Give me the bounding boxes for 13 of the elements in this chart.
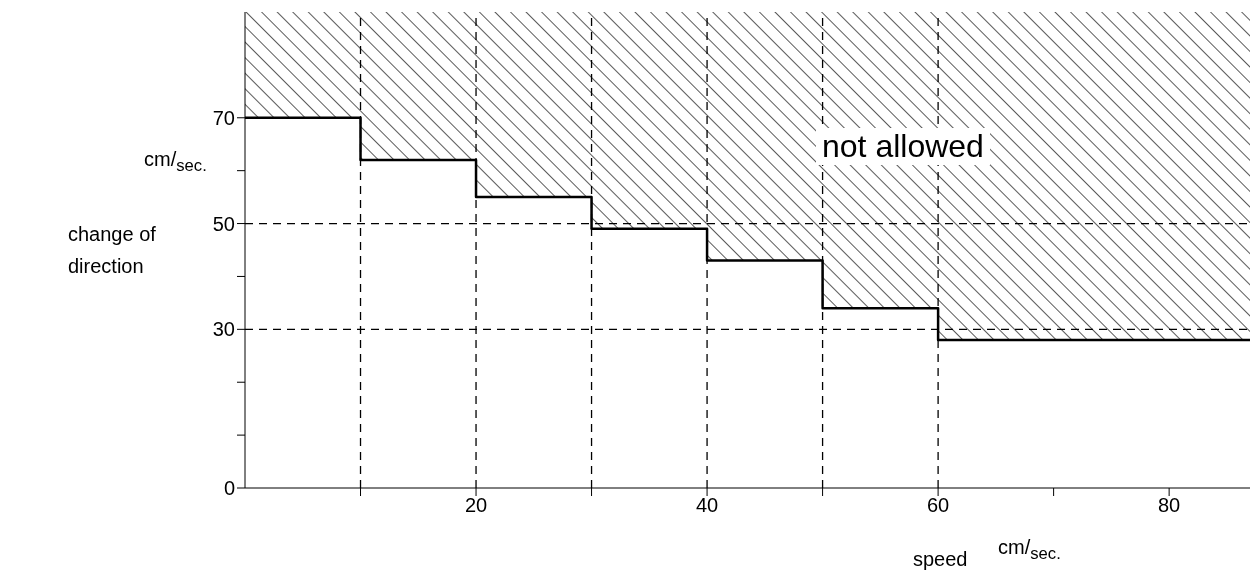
- x-tick-label: 80: [1158, 494, 1181, 517]
- y-axis-title: change of direction: [68, 222, 157, 279]
- text: cm/$_{sec.}$: [144, 148, 207, 176]
- y-tick-label: 30: [212, 318, 235, 341]
- y-tick-label: 0: [223, 477, 235, 500]
- y-tick-label: 70: [212, 106, 235, 129]
- y-tick-label: 50: [212, 212, 235, 235]
- x-tick-label: 60: [926, 494, 950, 517]
- x-axis-title: speed: [913, 548, 968, 571]
- text: cm/$_{sec.}$: [998, 536, 1061, 564]
- x-tick-label: 20: [464, 494, 488, 517]
- x-tick-label: 40: [695, 494, 719, 517]
- annotation: not allowed: [816, 128, 990, 165]
